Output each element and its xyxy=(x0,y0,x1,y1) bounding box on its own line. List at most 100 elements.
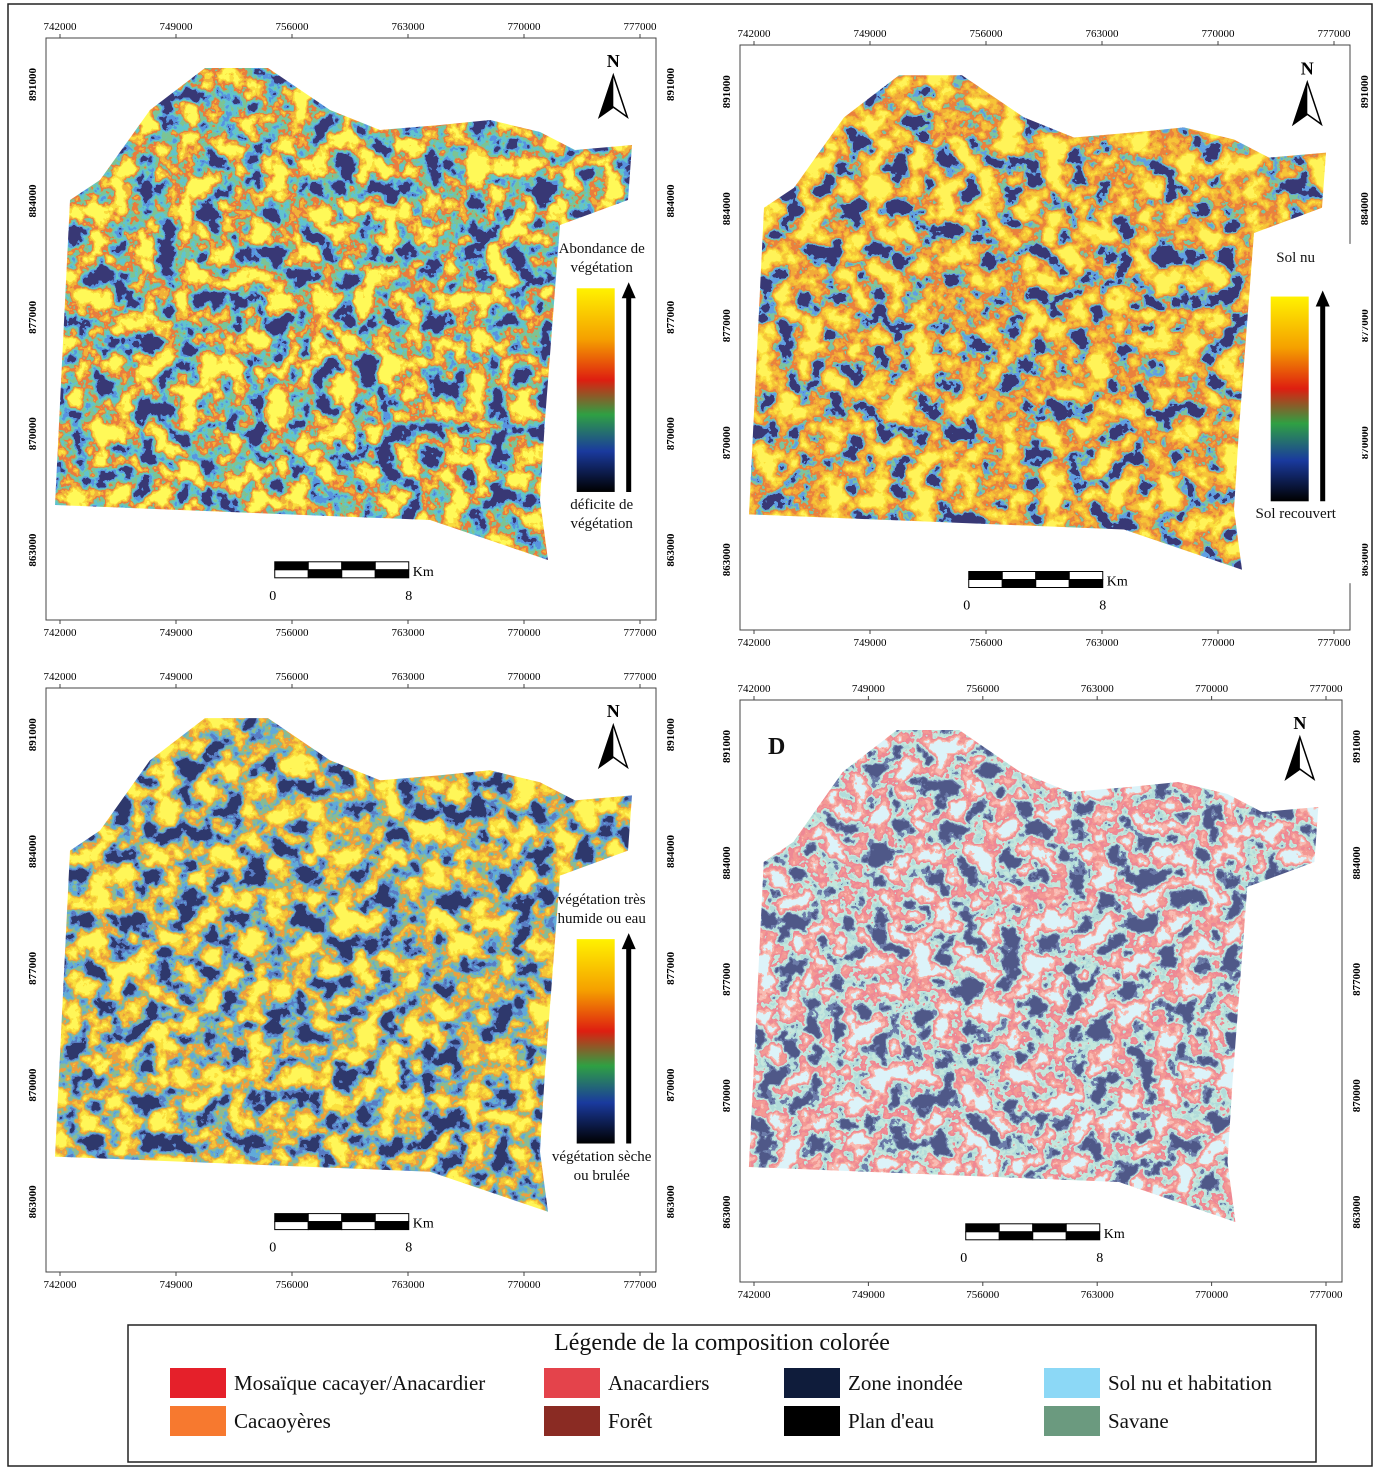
scale-tick: 8 xyxy=(1096,1251,1103,1266)
x-coord-label: 742000 xyxy=(738,1289,772,1301)
scale-segment xyxy=(342,1214,376,1222)
ramp-arrowhead xyxy=(622,282,636,298)
color-ramp xyxy=(1271,297,1309,502)
y-coord-label: 891000 xyxy=(27,68,39,102)
y-coord-label: 870000 xyxy=(665,417,677,451)
y-coord-label: 884000 xyxy=(1351,846,1363,880)
scale-segment xyxy=(999,1232,1033,1240)
scale-segment xyxy=(1069,580,1103,588)
scale-segment xyxy=(308,1222,342,1230)
scale-segment xyxy=(1033,1232,1067,1240)
scale-segment xyxy=(342,562,376,570)
x-coord-label: 763000 xyxy=(392,627,426,639)
scale-tick: 8 xyxy=(405,589,412,604)
legend-top: végétation très humide ou eau xyxy=(547,891,657,929)
panel-label: D xyxy=(768,738,785,757)
y-coord-label: 877000 xyxy=(665,951,677,985)
y-coord-label: 891000 xyxy=(721,75,733,109)
legend-top: Sol nu xyxy=(1241,249,1351,268)
y-coord-label: 877000 xyxy=(27,951,39,985)
scale-segment xyxy=(1033,1224,1067,1232)
figure-canvas: 742000 742000 749000 749000 756000 756000 7630… xyxy=(0,0,1376,1468)
y-coord-label: 884000 xyxy=(721,192,733,226)
x-coord-label: 763000 xyxy=(1081,683,1115,695)
scale-unit: Km xyxy=(413,1217,434,1232)
y-coord-label: 870000 xyxy=(721,426,733,460)
y-coord-label: 877000 xyxy=(721,962,733,996)
legend-swatch xyxy=(1044,1406,1100,1436)
scale-tick: 0 xyxy=(269,589,276,604)
x-coord-label: 777000 xyxy=(624,627,658,639)
y-coord-label: 863000 xyxy=(27,1185,39,1219)
x-coord-label: 742000 xyxy=(738,683,772,695)
x-coord-label: 756000 xyxy=(276,1279,310,1291)
scale-tick: 0 xyxy=(269,1241,276,1256)
x-coord-label: 749000 xyxy=(852,683,886,695)
scale-tick: 8 xyxy=(1099,599,1106,614)
y-coord-label: 884000 xyxy=(27,835,39,869)
legend-label: Savane xyxy=(1108,1408,1169,1434)
north-label: N xyxy=(607,51,620,71)
legend-swatch xyxy=(1044,1368,1100,1398)
scale-segment xyxy=(1002,580,1036,588)
y-coord-label: 891000 xyxy=(1351,730,1363,764)
y-coord-label: 870000 xyxy=(27,417,39,451)
scale-segment xyxy=(1066,1232,1100,1240)
y-coord-label: 891000 xyxy=(665,718,677,752)
legend-label: Anacardiers xyxy=(608,1370,709,1396)
map-area xyxy=(749,730,1318,1222)
legend-swatch xyxy=(784,1406,840,1436)
legend-bottom: déficite de végétation xyxy=(547,496,657,534)
y-coord-label: 870000 xyxy=(665,1068,677,1102)
x-coord-label: 770000 xyxy=(1195,683,1229,695)
x-coord-label: 763000 xyxy=(392,21,426,33)
x-coord-label: 777000 xyxy=(624,21,658,33)
scale-segment xyxy=(999,1224,1033,1232)
x-coord-label: 742000 xyxy=(44,671,78,683)
x-coord-label: 749000 xyxy=(854,28,888,40)
x-coord-label: 742000 xyxy=(44,21,78,33)
legend-label: Mosaïque cacayer/Anacardier xyxy=(234,1370,485,1396)
x-coord-label: 756000 xyxy=(276,627,310,639)
x-coord-label: 749000 xyxy=(160,627,194,639)
y-coord-label: 877000 xyxy=(665,300,677,334)
x-coord-label: 742000 xyxy=(738,28,772,40)
x-coord-label: 749000 xyxy=(852,1289,886,1301)
y-coord-label: 891000 xyxy=(1359,75,1371,109)
north-label: N xyxy=(607,701,620,721)
y-coord-label: 870000 xyxy=(1351,1079,1363,1113)
x-coord-label: 777000 xyxy=(624,1279,658,1291)
y-coord-label: 891000 xyxy=(27,718,39,752)
y-coord-label: 884000 xyxy=(1359,192,1371,226)
scale-tick: 0 xyxy=(960,1251,967,1266)
scale-segment xyxy=(375,1222,409,1230)
x-coord-label: 763000 xyxy=(392,671,426,683)
x-coord-label: 756000 xyxy=(966,1289,1000,1301)
scale-segment xyxy=(966,1232,1000,1240)
scale-segment xyxy=(308,570,342,578)
x-coord-label: 770000 xyxy=(508,1279,542,1291)
x-coord-label: 742000 xyxy=(44,1279,78,1291)
x-coord-label: 770000 xyxy=(1202,637,1236,649)
legend-swatch xyxy=(170,1368,226,1398)
x-coord-label: 749000 xyxy=(160,21,194,33)
y-coord-label: 870000 xyxy=(27,1068,39,1102)
scale-segment xyxy=(1036,580,1070,588)
scale-segment xyxy=(375,562,409,570)
scale-tick: 8 xyxy=(405,1241,412,1256)
legend-label: Plan d'eau xyxy=(848,1408,934,1434)
y-coord-label: 863000 xyxy=(665,1185,677,1219)
scale-segment xyxy=(1066,1224,1100,1232)
x-coord-label: 756000 xyxy=(276,671,310,683)
scale-segment xyxy=(1036,572,1070,580)
x-coord-label: 756000 xyxy=(970,28,1004,40)
y-coord-label: 863000 xyxy=(1351,1195,1363,1229)
scale-segment xyxy=(308,1214,342,1222)
x-coord-label: 749000 xyxy=(854,637,888,649)
scale-segment xyxy=(1069,572,1103,580)
scale-segment xyxy=(966,1224,1000,1232)
legend-label: Cacaoyères xyxy=(234,1408,331,1434)
scale-segment xyxy=(308,562,342,570)
y-coord-label: 884000 xyxy=(665,835,677,869)
y-coord-label: 877000 xyxy=(721,309,733,343)
